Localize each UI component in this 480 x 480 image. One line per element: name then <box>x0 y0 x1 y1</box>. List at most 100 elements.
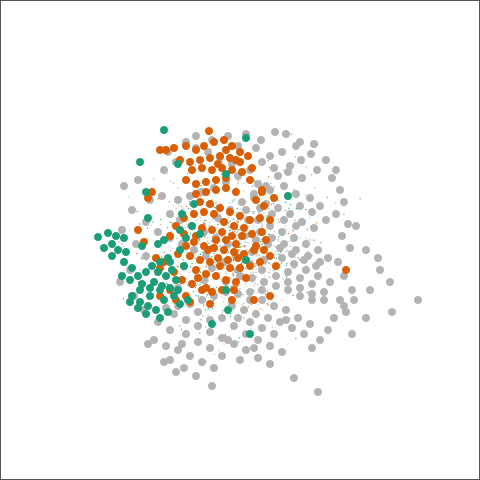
background-dot <box>212 307 214 310</box>
background-dot <box>237 180 239 182</box>
background-dot <box>243 244 246 247</box>
data-point <box>248 230 256 238</box>
data-point <box>302 266 310 274</box>
background-dot <box>188 207 190 210</box>
background-dot <box>161 256 163 258</box>
background-dot <box>255 254 257 256</box>
background-dot <box>261 222 263 224</box>
background-dot <box>291 267 294 270</box>
background-dot <box>206 240 209 242</box>
background-dot <box>121 243 123 245</box>
data-point <box>278 148 286 156</box>
data-point <box>266 252 274 260</box>
background-dot <box>205 265 208 267</box>
data-point <box>196 230 204 238</box>
background-dot <box>208 225 210 227</box>
data-point <box>272 272 280 280</box>
background-dot <box>277 199 279 201</box>
background-dot <box>173 182 175 184</box>
background-dot <box>242 303 244 306</box>
data-point <box>278 254 286 262</box>
background-dot <box>215 261 217 263</box>
background-dot <box>253 284 255 287</box>
data-point <box>120 234 128 242</box>
background-dot <box>208 242 210 244</box>
data-point <box>274 172 282 180</box>
data-point <box>307 150 315 158</box>
data-point <box>176 300 184 308</box>
data-point <box>298 218 306 226</box>
background-dot <box>269 271 271 273</box>
background-dot <box>326 196 328 198</box>
background-dot <box>271 326 274 329</box>
background-dot <box>253 228 255 231</box>
data-point <box>224 256 232 264</box>
background-dot <box>168 246 170 248</box>
background-dot <box>122 298 125 300</box>
data-point <box>112 232 120 240</box>
data-point <box>134 272 142 280</box>
background-dot <box>254 282 257 284</box>
background-dot <box>257 291 259 293</box>
background-dot <box>182 259 184 261</box>
data-point <box>196 156 204 164</box>
data-point <box>194 322 202 330</box>
background-dot <box>170 231 172 233</box>
data-point <box>144 214 152 222</box>
data-point <box>314 272 322 280</box>
data-point <box>262 236 270 244</box>
data-point <box>208 166 216 174</box>
data-point <box>142 252 150 260</box>
background-dot <box>240 243 242 245</box>
data-point <box>214 160 222 168</box>
data-point <box>230 222 238 230</box>
background-dot <box>225 271 227 273</box>
background-dot <box>207 236 209 239</box>
background-dot <box>166 172 168 175</box>
data-point <box>134 304 142 312</box>
data-point <box>252 242 260 250</box>
background-dot <box>196 177 198 179</box>
data-point <box>252 196 260 204</box>
data-point <box>252 144 260 152</box>
background-dot <box>141 258 143 260</box>
background-dot <box>230 277 232 280</box>
background-dot <box>207 314 209 316</box>
data-point <box>202 270 210 278</box>
data-point <box>186 352 194 360</box>
data-point <box>290 374 298 382</box>
background-dot <box>174 258 176 260</box>
data-point <box>202 284 210 292</box>
data-point <box>334 258 342 266</box>
background-dot <box>183 207 185 209</box>
background-dot <box>194 164 196 166</box>
data-point <box>236 148 244 156</box>
data-point <box>284 192 292 200</box>
background-dot <box>157 198 159 200</box>
background-dot <box>152 221 154 223</box>
background-dot <box>249 327 252 329</box>
data-point <box>184 296 192 304</box>
background-dot <box>217 269 219 272</box>
data-point <box>254 336 262 344</box>
data-point <box>174 196 182 204</box>
data-point <box>296 284 304 292</box>
background-dot <box>211 256 213 258</box>
background-dot <box>181 205 183 208</box>
background-dot <box>188 200 191 203</box>
data-point <box>162 342 170 350</box>
data-point <box>278 228 286 236</box>
data-point <box>128 264 136 272</box>
background-dot <box>273 185 275 188</box>
data-point <box>194 308 202 316</box>
data-point <box>414 296 422 304</box>
data-point <box>280 182 288 190</box>
data-point <box>308 290 316 298</box>
data-point <box>232 188 240 196</box>
background-dot <box>285 228 287 230</box>
data-point <box>288 324 296 332</box>
data-point <box>166 232 174 240</box>
background-dot <box>261 225 263 228</box>
background-dot <box>194 257 196 259</box>
background-dot <box>213 253 215 255</box>
